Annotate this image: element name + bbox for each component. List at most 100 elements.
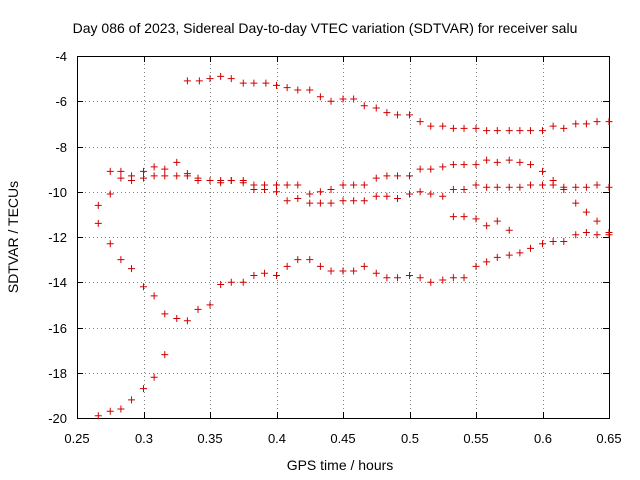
data-point <box>460 185 468 193</box>
data-point <box>460 274 468 282</box>
data-point <box>161 165 169 173</box>
data-point <box>360 197 368 205</box>
data-point <box>173 172 181 180</box>
data-point <box>217 176 225 184</box>
data-point <box>427 165 435 173</box>
data-point <box>94 219 102 227</box>
data-point <box>516 127 524 135</box>
data-point <box>572 120 580 128</box>
data-point <box>406 271 413 279</box>
x-tick-label: 0.3 <box>135 431 153 446</box>
data-point <box>283 181 291 189</box>
data-point <box>117 405 125 413</box>
data-point <box>527 161 535 169</box>
data-point <box>394 111 402 119</box>
data-point <box>505 156 513 164</box>
grid <box>77 56 609 418</box>
data-point <box>283 84 291 92</box>
data-point <box>493 183 501 191</box>
data-point <box>194 174 202 182</box>
data-point <box>150 292 158 300</box>
data-point <box>416 188 424 196</box>
data-point <box>472 215 480 223</box>
data-point <box>150 373 158 381</box>
x-tick-label: 0.5 <box>401 431 419 446</box>
data-point <box>372 269 380 277</box>
data-point <box>140 167 147 175</box>
data-point <box>294 181 302 189</box>
series-track-middle-b <box>117 172 613 207</box>
data-point <box>493 158 501 166</box>
data-point <box>183 77 191 85</box>
data-point <box>605 118 613 126</box>
data-point <box>294 86 302 94</box>
data-point <box>527 181 535 189</box>
data-point <box>549 181 557 189</box>
data-points <box>94 72 613 420</box>
data-point <box>383 109 391 117</box>
data-point <box>416 118 424 126</box>
data-point <box>539 181 546 189</box>
data-point <box>128 176 136 184</box>
data-point <box>593 118 601 126</box>
data-point <box>128 265 136 273</box>
data-point <box>460 213 468 221</box>
y-tick-label: -6 <box>55 94 67 109</box>
data-point <box>94 201 102 209</box>
data-point <box>339 95 347 103</box>
data-point <box>439 163 447 171</box>
data-point <box>560 124 568 132</box>
data-point <box>327 185 335 193</box>
data-point <box>394 195 402 203</box>
data-point <box>449 274 457 282</box>
x-tick-label: 0.55 <box>463 431 488 446</box>
data-point <box>161 351 169 359</box>
data-point <box>527 127 535 135</box>
data-point <box>239 179 247 187</box>
series-track-middle-a <box>106 156 613 236</box>
data-point <box>460 161 468 169</box>
data-point <box>539 240 546 248</box>
data-point <box>327 97 335 105</box>
x-tick-label: 0.65 <box>596 431 621 446</box>
data-point <box>360 181 368 189</box>
data-point <box>316 188 324 196</box>
data-point <box>195 77 203 85</box>
data-point <box>593 217 601 225</box>
data-point <box>593 181 601 189</box>
data-point <box>350 95 358 103</box>
data-point <box>505 127 513 135</box>
data-point <box>140 283 147 291</box>
data-point <box>128 396 136 404</box>
y-tick-label: -10 <box>48 185 67 200</box>
data-point <box>406 190 413 198</box>
data-point <box>261 185 269 193</box>
data-point <box>339 197 347 205</box>
data-point <box>416 165 424 173</box>
data-point <box>283 197 291 205</box>
data-point <box>250 79 258 87</box>
data-point <box>582 120 590 128</box>
data-point <box>306 199 314 207</box>
data-point <box>383 172 391 180</box>
data-point <box>449 124 457 132</box>
data-point <box>549 122 557 130</box>
x-tick-label: 0.4 <box>268 431 286 446</box>
data-point <box>106 190 114 198</box>
data-point <box>273 271 280 279</box>
data-point <box>227 176 235 184</box>
data-point <box>339 181 347 189</box>
data-point <box>262 79 270 87</box>
data-point <box>394 274 402 282</box>
data-point <box>549 238 557 246</box>
data-point <box>560 183 568 191</box>
data-point <box>372 192 380 200</box>
data-point <box>294 195 302 203</box>
data-point <box>493 253 501 261</box>
y-tick-label: -16 <box>48 321 67 336</box>
data-point <box>493 217 501 225</box>
data-point <box>94 412 102 420</box>
data-point <box>206 301 214 309</box>
data-point <box>250 185 258 193</box>
x-tick-label: 0.6 <box>534 431 552 446</box>
